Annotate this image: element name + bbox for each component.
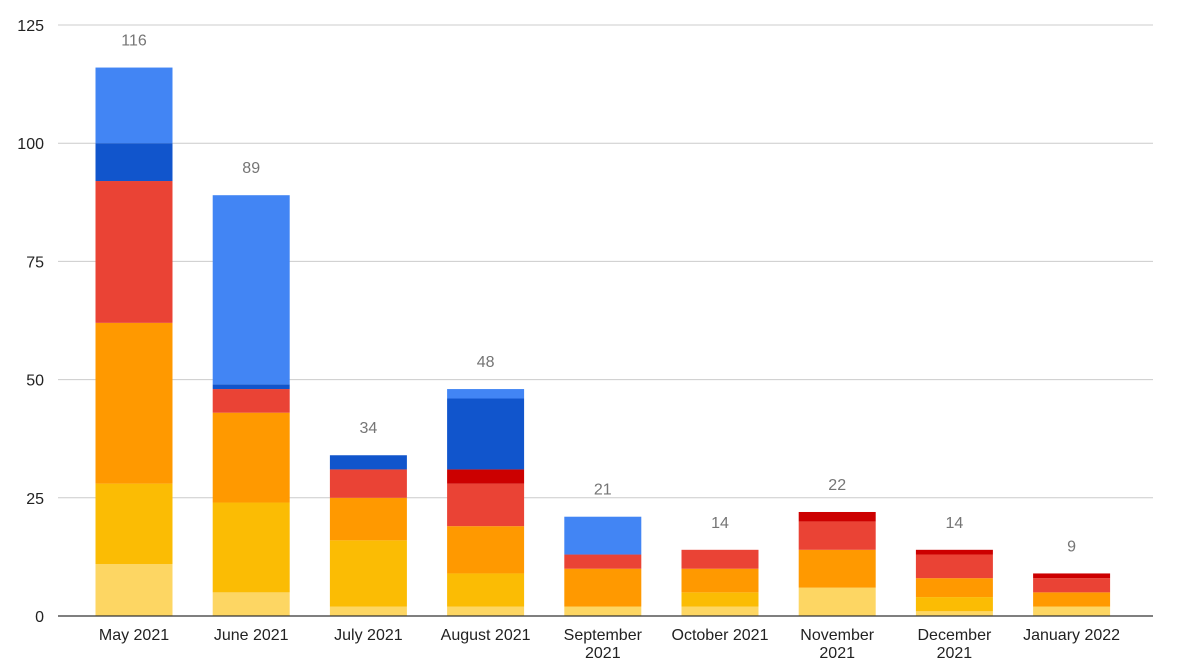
bar-segment [212, 592, 290, 616]
x-category-label: October 2021 [672, 627, 769, 644]
bar-segment [329, 606, 407, 616]
bar-segment [212, 195, 290, 385]
bar-segment [212, 412, 290, 503]
bar-segment [564, 606, 642, 616]
bar-segment [915, 597, 993, 612]
bar-segment [95, 563, 173, 616]
bar-segment [681, 606, 759, 616]
y-tick-label: 75 [26, 254, 44, 271]
bar-segment [1033, 578, 1111, 593]
y-tick-label: 100 [17, 136, 44, 153]
bar-segment [212, 389, 290, 413]
bar-stack [681, 549, 759, 616]
bar-segment [681, 568, 759, 593]
bar-segment [1033, 573, 1111, 579]
bar-segment [564, 554, 642, 569]
x-category-label: December 2021 [917, 627, 991, 662]
bar-segment [798, 511, 876, 522]
bar-segment [329, 455, 407, 470]
x-category-label: July 2021 [334, 627, 403, 644]
bar-segment [447, 398, 525, 470]
bar-segment [915, 554, 993, 579]
x-category-label: November 2021 [800, 627, 874, 662]
bar-total-label: 22 [828, 477, 846, 494]
y-tick-label: 50 [26, 373, 44, 390]
y-tick-label: 125 [17, 18, 44, 35]
bar-segment [329, 469, 407, 498]
bar-segment [212, 384, 290, 390]
bar-segment [915, 549, 993, 555]
bar-total-label: 14 [946, 515, 964, 532]
bar-segment [915, 578, 993, 598]
bar-segment [447, 483, 525, 527]
y-tick-label: 0 [35, 609, 44, 626]
bar-segment [681, 549, 759, 569]
bar-segment [1033, 592, 1111, 607]
bar-segment [329, 540, 407, 607]
bar-segment [329, 497, 407, 541]
bar-total-label: 34 [360, 420, 378, 437]
bar-segment [798, 587, 876, 616]
x-axis-category-labels: May 2021 June 2021 July 2021 August 2021 Sep… [99, 627, 1120, 662]
y-axis-tick-labels: 0 25 50 75 100 125 [17, 18, 44, 626]
bar-segment [915, 611, 993, 616]
bar-total-labels: 116 89 34 48 21 14 22 14 9 [121, 33, 1076, 556]
bar-stack [212, 195, 290, 616]
x-category-label: September 2021 [564, 627, 643, 662]
bar-total-label: 21 [594, 482, 612, 499]
bars [95, 67, 1111, 616]
bar-segment [1033, 606, 1111, 616]
bar-stack [329, 455, 407, 616]
bar-stack [798, 511, 876, 616]
bar-total-label: 9 [1067, 538, 1076, 555]
x-category-label: June 2021 [214, 627, 289, 644]
bar-total-label: 14 [711, 515, 729, 532]
bar-segment [681, 592, 759, 607]
x-category-label: January 2022 [1023, 627, 1120, 644]
bar-stack [564, 516, 642, 616]
bar-stack [915, 549, 993, 616]
bar-segment [95, 143, 173, 182]
bar-segment [798, 549, 876, 588]
bar-segment [212, 502, 290, 593]
bar-segment [95, 67, 173, 144]
x-category-label: May 2021 [99, 627, 169, 644]
bar-segment [447, 573, 525, 607]
bar-segment [564, 568, 642, 607]
bar-stack [447, 389, 525, 616]
bar-total-label: 116 [121, 33, 147, 50]
bar-total-label: 48 [477, 354, 495, 371]
bar-segment [447, 606, 525, 616]
bar-total-label: 89 [242, 160, 260, 177]
x-category-label: August 2021 [441, 627, 531, 644]
bar-segment [95, 322, 173, 484]
y-tick-label: 25 [26, 491, 44, 508]
bar-segment [447, 389, 525, 399]
bar-segment [798, 521, 876, 550]
bar-stack [1033, 573, 1111, 616]
bar-segment [447, 526, 525, 574]
bar-segment [564, 516, 642, 555]
bar-segment [447, 469, 525, 484]
bar-stack [95, 67, 173, 616]
bar-segment [95, 483, 173, 564]
bar-segment [95, 181, 173, 323]
